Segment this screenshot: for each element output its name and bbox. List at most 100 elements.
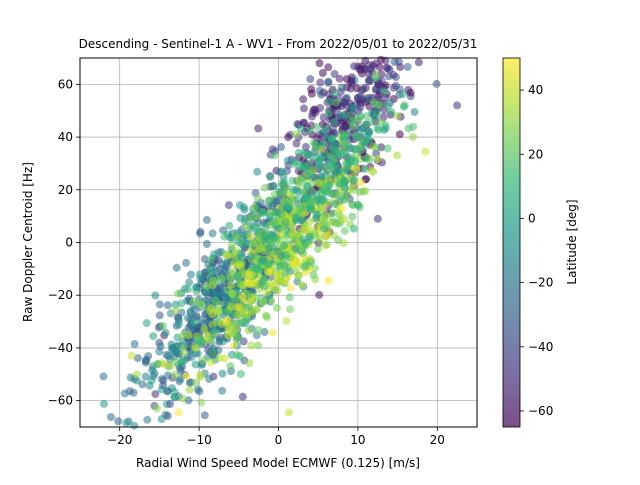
scatter-point — [208, 310, 217, 319]
scatter-point — [264, 244, 273, 253]
scatter-point — [320, 218, 329, 227]
scatter-point — [228, 268, 237, 276]
scatter-point — [432, 79, 441, 88]
scatter-point — [235, 352, 244, 361]
scatter-point — [295, 177, 304, 186]
scatter-point — [313, 123, 321, 131]
colorbar-ticks: −60 −40 −20 0 20 40 — [520, 83, 553, 418]
scatter-point — [191, 378, 200, 387]
scatter-point — [317, 90, 326, 99]
y-tick-label: 40 — [58, 130, 73, 144]
y-axis-ticks: −60 −40 −20 0 20 40 60 — [48, 77, 80, 408]
scatter-point — [334, 207, 343, 216]
scatter-point — [147, 376, 156, 385]
scatter-point — [221, 308, 230, 317]
scatter-point — [281, 268, 290, 277]
x-tick-label: −20 — [107, 433, 132, 447]
scatter-point — [373, 124, 382, 133]
scatter-point — [228, 289, 237, 298]
scatter-point — [149, 332, 158, 341]
scatter-point — [327, 218, 336, 227]
scatter-point — [270, 217, 279, 226]
scatter-point — [357, 178, 366, 187]
scatter-point — [326, 161, 335, 170]
scatter-point — [265, 211, 274, 220]
x-tick-label: 20 — [430, 433, 445, 447]
scatter-point — [305, 160, 314, 169]
scatter-point — [342, 75, 351, 84]
scatter-point — [283, 182, 292, 191]
scatter-point — [299, 95, 308, 104]
scatter-point — [339, 111, 348, 120]
scatter-point — [312, 210, 321, 219]
scatter-point — [153, 404, 161, 413]
scatter-point — [326, 97, 335, 106]
scatter-point — [253, 167, 262, 176]
scatter-point — [315, 290, 324, 299]
scatter-point — [319, 195, 328, 204]
scatter-point — [202, 282, 211, 290]
scatter-point — [307, 85, 316, 94]
scatter-point — [205, 375, 213, 383]
scatter-point — [171, 300, 180, 309]
scatter-point — [163, 371, 172, 380]
scatter-point — [202, 240, 211, 248]
scatter-point — [315, 59, 324, 68]
scatter-point — [190, 318, 199, 327]
scatter-point — [244, 326, 253, 335]
scatter-point — [133, 354, 142, 363]
scatter-point — [202, 215, 211, 224]
scatter-point — [180, 349, 189, 358]
scatter-point — [395, 130, 404, 139]
scatter-point — [324, 109, 333, 118]
scatter-point — [340, 227, 349, 236]
scatter-point — [227, 241, 236, 250]
scatter-point — [130, 340, 139, 348]
scatter-point — [200, 325, 209, 334]
scatter-point — [271, 208, 280, 217]
scatter-point — [106, 413, 115, 421]
scatter-point — [261, 223, 270, 232]
scatter-point — [389, 70, 398, 79]
scatter-point — [340, 215, 349, 223]
scatter-point — [371, 70, 380, 79]
scatter-point — [221, 267, 230, 276]
scatter-point — [330, 88, 339, 97]
scatter-point — [381, 56, 390, 65]
scatter-point — [361, 138, 369, 147]
y-tick-label: 60 — [58, 77, 73, 91]
scatter-point — [329, 145, 338, 154]
scatter-point — [348, 212, 357, 221]
scatter-point — [198, 356, 207, 365]
scatter-point — [255, 229, 264, 238]
colorbar — [502, 57, 521, 428]
scatter-point — [255, 243, 264, 252]
x-axis-label: Radial Wind Speed Model ECMWF (0.125) [m… — [136, 456, 420, 470]
scatter-point — [281, 218, 290, 226]
scatter-point — [126, 373, 135, 382]
scatter-point — [316, 154, 325, 163]
scatter-point — [391, 81, 400, 90]
scatter-point — [122, 419, 131, 428]
scatter-point — [171, 348, 180, 357]
scatter-point — [130, 421, 139, 430]
scatter-point — [335, 74, 344, 83]
scatter-point — [399, 102, 408, 111]
scatter-point — [247, 271, 256, 279]
scatter-point — [306, 205, 315, 214]
scatter-point — [186, 270, 195, 279]
scatter-point — [249, 213, 257, 222]
scatter-point — [175, 377, 184, 386]
scatter-point — [268, 328, 277, 337]
scatter-point — [155, 300, 164, 309]
scatter-point — [246, 252, 255, 261]
scatter-point — [294, 204, 303, 213]
scatter-point — [166, 400, 175, 408]
scatter-point — [245, 359, 254, 368]
scatter-point — [217, 289, 226, 297]
scatter-point — [387, 108, 396, 117]
scatter-point — [246, 280, 255, 288]
scatter-point — [323, 231, 332, 240]
scatter-point — [230, 309, 239, 318]
